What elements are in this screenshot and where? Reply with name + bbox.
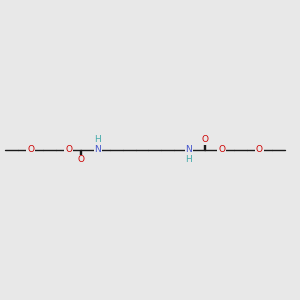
Text: O: O bbox=[256, 146, 263, 154]
Text: H: H bbox=[94, 136, 101, 145]
Text: N: N bbox=[94, 146, 101, 154]
Text: O: O bbox=[78, 155, 85, 164]
Text: O: O bbox=[202, 136, 208, 145]
Text: H: H bbox=[185, 155, 192, 164]
Text: O: O bbox=[218, 146, 225, 154]
Text: N: N bbox=[185, 146, 192, 154]
Text: O: O bbox=[27, 146, 34, 154]
Text: O: O bbox=[65, 146, 72, 154]
